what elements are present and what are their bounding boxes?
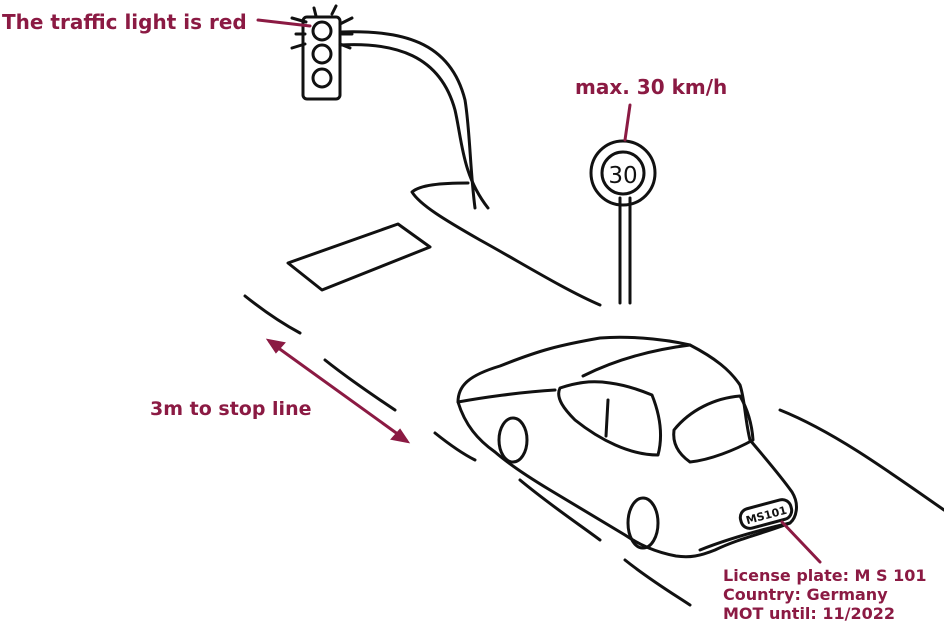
road xyxy=(243,181,944,607)
car-plate xyxy=(738,498,794,530)
traffic-light-icon xyxy=(290,4,354,101)
stop-distance-arrow xyxy=(265,338,411,444)
road-far-edge xyxy=(410,181,602,307)
traffic-light-label: The traffic light is red xyxy=(2,10,247,34)
car: MS101 xyxy=(456,335,798,559)
speed-limit-value: 30 xyxy=(608,163,637,189)
car-roof xyxy=(581,343,692,378)
car-side-window xyxy=(557,380,662,457)
car-rear-window xyxy=(672,394,755,464)
road-left-edge-3 xyxy=(433,431,477,462)
speed-sign-pointer xyxy=(623,103,632,142)
road-left-edge-5 xyxy=(623,558,692,607)
stop-line xyxy=(286,222,432,292)
car-hood-line xyxy=(456,388,557,404)
traffic-light-pointer xyxy=(256,18,312,28)
car-rear-wheel xyxy=(626,496,660,550)
stop-distance-label: 3m to stop line xyxy=(150,398,312,420)
road-left-edge-1 xyxy=(243,294,302,335)
plate-info-line: License plate: M S 101 xyxy=(723,566,927,585)
plate-pointer xyxy=(780,520,822,564)
plate-info-line: MOT until: 11/2022 xyxy=(723,604,896,623)
car-bumper xyxy=(698,521,792,552)
plate-info: License plate: M S 101 Country: Germany … xyxy=(723,566,927,623)
road-left-edge-4 xyxy=(518,478,602,542)
speed-limit-label: max. 30 km/h xyxy=(575,75,728,99)
road-left-edge-2 xyxy=(323,358,397,412)
speed-limit-sign: 30 xyxy=(589,139,657,305)
car-front-wheel xyxy=(497,416,529,464)
car-window-pillar xyxy=(604,398,610,438)
plate-info-line: Country: Germany xyxy=(723,585,888,604)
traffic-light-pole xyxy=(338,30,490,210)
road-right-edge xyxy=(778,408,944,512)
